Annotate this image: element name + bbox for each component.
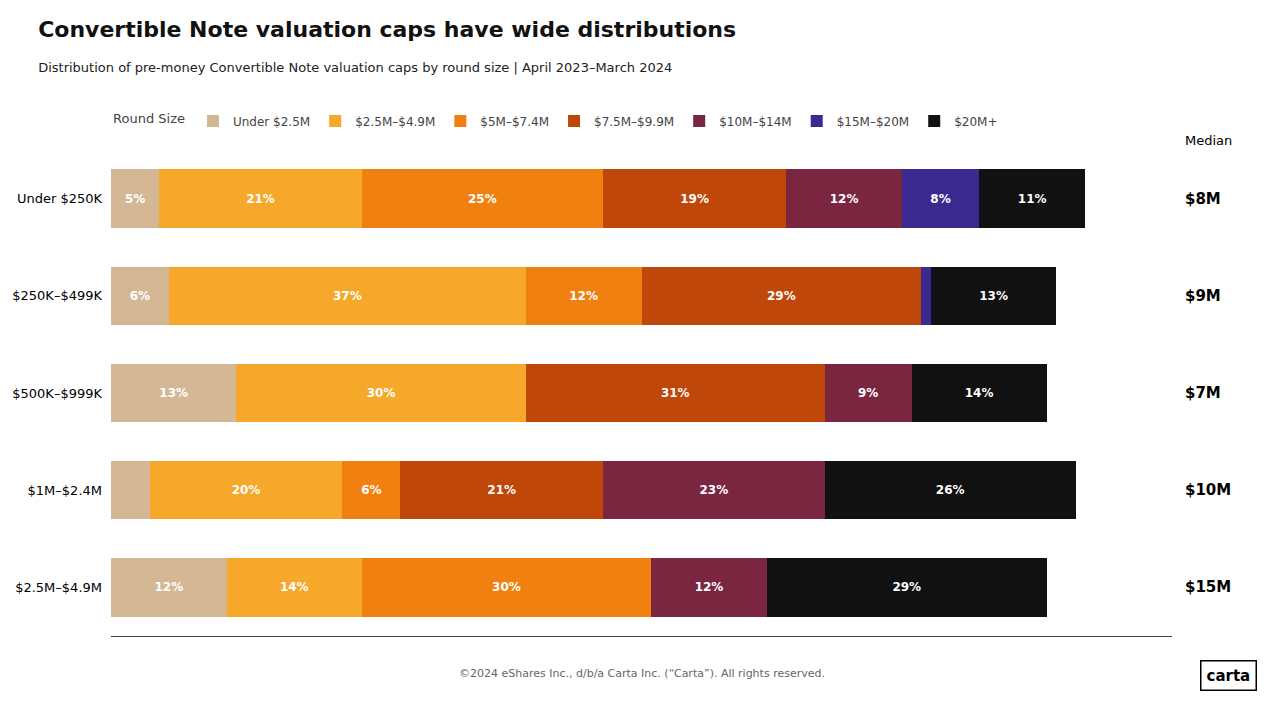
- svg-text:©2024 eShares Inc., d/b/a Cart: ©2024 eShares Inc., d/b/a Carta Inc. (“C…: [459, 667, 825, 680]
- svg-text:12%: 12%: [569, 289, 598, 303]
- svg-text:20%: 20%: [232, 483, 261, 497]
- svg-text:$1M–$2.4M: $1M–$2.4M: [28, 483, 102, 498]
- svg-text:23%: 23%: [699, 483, 728, 497]
- svg-text:$10M–$14M: $10M–$14M: [719, 115, 792, 129]
- svg-text:21%: 21%: [487, 483, 516, 497]
- svg-text:$500K–$999K: $500K–$999K: [12, 386, 102, 401]
- svg-text:30%: 30%: [492, 580, 521, 594]
- svg-text:19%: 19%: [680, 192, 709, 206]
- svg-text:6%: 6%: [130, 289, 150, 303]
- svg-text:11%: 11%: [1018, 192, 1047, 206]
- svg-text:9%: 9%: [858, 386, 878, 400]
- svg-text:13%: 13%: [979, 289, 1008, 303]
- svg-text:5%: 5%: [125, 192, 145, 206]
- svg-text:$5M–$7.4M: $5M–$7.4M: [480, 115, 549, 129]
- svg-text:31%: 31%: [661, 386, 690, 400]
- svg-text:14%: 14%: [280, 580, 309, 594]
- svg-text:12%: 12%: [830, 192, 859, 206]
- svg-text:Convertible Note valuation cap: Convertible Note valuation caps have wid…: [38, 17, 736, 42]
- svg-text:30%: 30%: [367, 386, 396, 400]
- svg-text:$2.5M–$4.9M: $2.5M–$4.9M: [355, 115, 435, 129]
- svg-text:37%: 37%: [333, 289, 362, 303]
- svg-text:Distribution of pre-money Conv: Distribution of pre-money Convertible No…: [38, 60, 672, 75]
- svg-text:25%: 25%: [468, 192, 497, 206]
- svg-text:$9M: $9M: [1185, 287, 1221, 305]
- svg-text:$15M: $15M: [1185, 578, 1231, 596]
- svg-text:6%: 6%: [361, 483, 381, 497]
- svg-text:$7.5M–$9.9M: $7.5M–$9.9M: [594, 115, 674, 129]
- svg-text:13%: 13%: [159, 386, 188, 400]
- svg-text:12%: 12%: [155, 580, 184, 594]
- svg-text:$7M: $7M: [1185, 384, 1221, 402]
- svg-text:$20M+: $20M+: [954, 115, 997, 129]
- svg-text:14%: 14%: [965, 386, 994, 400]
- svg-text:$2.5M–$4.9M: $2.5M–$4.9M: [15, 580, 102, 595]
- svg-text:$250K–$499K: $250K–$499K: [12, 288, 102, 303]
- svg-text:12%: 12%: [695, 580, 724, 594]
- svg-text:$15M–$20M: $15M–$20M: [837, 115, 910, 129]
- svg-text:$8M: $8M: [1185, 190, 1221, 208]
- svg-text:8%: 8%: [930, 192, 950, 206]
- svg-text:carta: carta: [1207, 667, 1251, 685]
- svg-text:Round Size: Round Size: [113, 111, 185, 126]
- svg-text:Median: Median: [1185, 133, 1232, 148]
- svg-text:29%: 29%: [767, 289, 796, 303]
- svg-text:$10M: $10M: [1185, 481, 1231, 499]
- svg-text:26%: 26%: [936, 483, 965, 497]
- svg-text:Under $250K: Under $250K: [17, 191, 103, 206]
- svg-text:Under $2.5M: Under $2.5M: [233, 115, 310, 129]
- svg-text:21%: 21%: [246, 192, 275, 206]
- svg-text:29%: 29%: [892, 580, 921, 594]
